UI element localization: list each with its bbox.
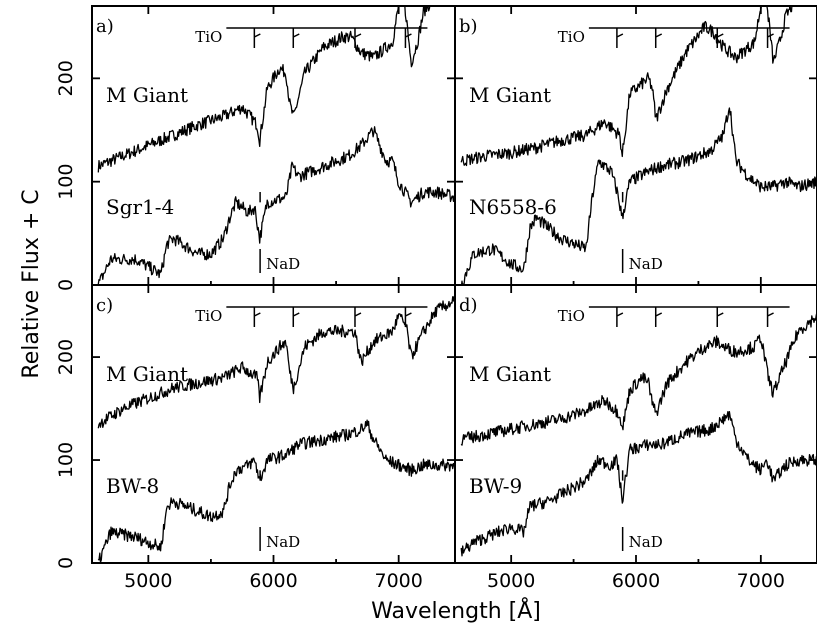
x-axis: 5000 6000 7000 5000 6000 7000 bbox=[124, 570, 785, 592]
tio-band-marker bbox=[404, 28, 412, 48]
tio-band-marker bbox=[354, 28, 362, 48]
tio-band-marker bbox=[253, 28, 261, 48]
tio-band-marker bbox=[766, 28, 774, 48]
panel-d: TiO NaD d) M Giant BW-9 bbox=[454, 284, 817, 564]
tio-label: TiO bbox=[558, 307, 585, 325]
nad-label: NaD bbox=[629, 533, 663, 551]
giant-spectrum bbox=[97, 295, 455, 429]
y-tick-label: 0 bbox=[55, 557, 77, 569]
y-tick-label: 100 bbox=[55, 164, 77, 200]
panel-plot-area bbox=[460, 312, 817, 557]
x-axis-label: Wavelength [Å] bbox=[371, 597, 541, 624]
y-axis-label: Relative Flux + C bbox=[19, 189, 44, 378]
y-tick-label: 100 bbox=[55, 442, 77, 478]
nad-label: NaD bbox=[266, 255, 300, 273]
nad-label: NaD bbox=[629, 255, 663, 273]
tio-band-marker bbox=[654, 28, 663, 48]
tio-band-marker bbox=[354, 307, 362, 327]
nad-label: NaD bbox=[266, 533, 300, 551]
star-label: BW-8 bbox=[106, 474, 159, 498]
x-tick-label: 6000 bbox=[612, 570, 660, 592]
tio-band-marker bbox=[616, 307, 624, 327]
giant-label: M Giant bbox=[106, 83, 188, 107]
x-tick-label: 7000 bbox=[374, 570, 422, 592]
panel-plot-area bbox=[97, 6, 455, 285]
panels-layer: TiO NaD a) M Giant Sgr1-4 TiO NaD b) M Giant N655… bbox=[91, 5, 817, 564]
giant-label: M Giant bbox=[469, 83, 551, 107]
panel-letter: b) bbox=[459, 16, 478, 37]
giant-spectrum bbox=[460, 312, 817, 446]
star-spectrum bbox=[97, 419, 455, 563]
panel-letter: a) bbox=[96, 16, 114, 37]
tio-band-marker bbox=[654, 307, 663, 327]
y-axis: 0 100 200 0 100 200 bbox=[55, 60, 77, 569]
star-label: Sgr1-4 bbox=[106, 195, 174, 219]
tio-band-marker bbox=[292, 307, 300, 327]
panel-letter: d) bbox=[459, 295, 478, 316]
star-spectrum bbox=[460, 410, 817, 557]
panel-a: TiO NaD a) M Giant Sgr1-4 bbox=[91, 5, 456, 286]
giant-spectrum bbox=[460, 6, 796, 167]
panel-b: TiO NaD b) M Giant N6558-6 bbox=[454, 5, 817, 286]
star-spectrum bbox=[97, 126, 455, 285]
x-tick-label: 6000 bbox=[249, 570, 297, 592]
panel-plot-area bbox=[97, 295, 455, 563]
panel-c: TiO NaD c) M Giant BW-8 bbox=[91, 284, 456, 564]
tio-label: TiO bbox=[195, 307, 222, 325]
panel-frame bbox=[91, 284, 456, 564]
tio-band-marker bbox=[716, 28, 724, 48]
y-tick-label: 0 bbox=[55, 279, 77, 291]
tio-band-marker bbox=[766, 307, 774, 327]
star-spectrum bbox=[460, 107, 817, 285]
x-tick-label: 5000 bbox=[487, 570, 535, 592]
tio-band-marker bbox=[616, 28, 624, 48]
x-tick-label: 5000 bbox=[124, 570, 172, 592]
tio-band-marker bbox=[292, 28, 300, 48]
giant-label: M Giant bbox=[469, 362, 551, 386]
tio-label: TiO bbox=[195, 28, 222, 46]
panel-frame bbox=[454, 5, 817, 286]
y-tick-label: 200 bbox=[55, 339, 77, 375]
star-label: N6558-6 bbox=[469, 195, 557, 219]
star-label: BW-9 bbox=[469, 474, 522, 498]
x-tick-label: 7000 bbox=[737, 570, 785, 592]
tio-label: TiO bbox=[558, 28, 585, 46]
panel-plot-area bbox=[460, 6, 817, 285]
giant-spectrum bbox=[97, 6, 431, 173]
tio-band-marker bbox=[253, 307, 261, 327]
giant-label: M Giant bbox=[106, 362, 188, 386]
tio-band-marker bbox=[404, 307, 412, 327]
tio-band-marker bbox=[716, 307, 724, 327]
y-tick-label: 200 bbox=[55, 60, 77, 96]
panel-letter: c) bbox=[96, 295, 113, 316]
